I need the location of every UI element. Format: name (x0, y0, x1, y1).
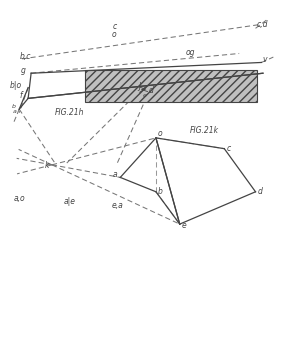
Text: b
a: b a (12, 104, 16, 114)
Text: e,a: e,a (111, 201, 123, 210)
Text: a|e: a|e (64, 197, 76, 206)
Text: c,d: c,d (257, 20, 269, 29)
Text: c: c (227, 144, 231, 153)
Text: b,c: b,c (19, 52, 31, 61)
Text: e: e (181, 222, 186, 231)
Text: e: e (142, 93, 146, 98)
Text: FIG.21k: FIG.21k (190, 126, 219, 135)
Text: v: v (263, 55, 267, 64)
Text: d: d (258, 187, 262, 196)
Text: k: k (44, 161, 49, 171)
Text: f: f (20, 91, 22, 100)
Text: d: d (148, 86, 153, 95)
Text: og: og (186, 48, 195, 57)
Text: a: a (113, 171, 118, 180)
Text: g: g (20, 66, 25, 75)
Text: b|o: b|o (10, 81, 22, 90)
Text: a,o: a,o (13, 194, 25, 203)
Text: b: b (158, 187, 162, 196)
Text: J: J (138, 83, 140, 91)
Text: c
o: c o (112, 22, 117, 39)
Bar (85, 70, 257, 102)
Text: o: o (158, 129, 162, 138)
Text: FIG.21h: FIG.21h (55, 108, 84, 117)
